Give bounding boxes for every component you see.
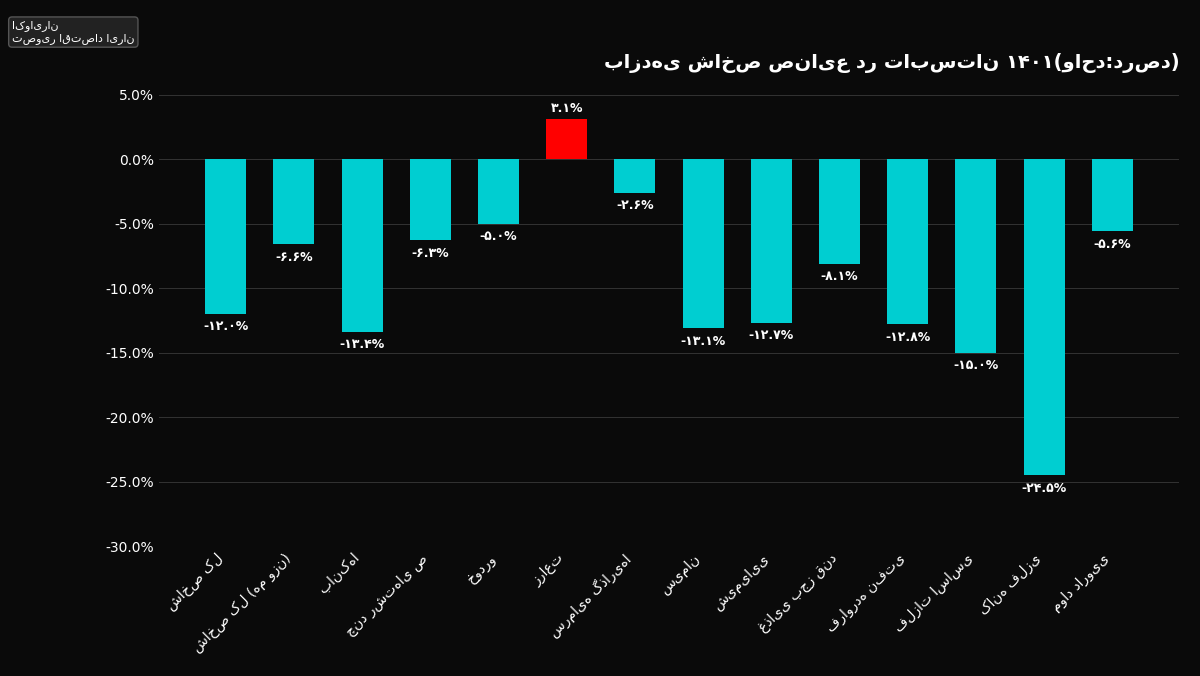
Text: -۱۲.۰%: -۱۲.۰%: [203, 320, 248, 333]
Bar: [478, 159, 518, 224]
Text: -۲.۶%: -۲.۶%: [616, 199, 654, 212]
Text: اکوایران
تصویر اقتصاد ایران: اکوایران تصویر اقتصاد ایران: [12, 20, 134, 44]
Text: -۱۵.۰%: -۱۵.۰%: [953, 359, 998, 372]
Bar: [205, 159, 246, 314]
Bar: [751, 159, 792, 323]
Bar: [342, 159, 383, 332]
Text: -۲۴.۵%: -۲۴.۵%: [1021, 482, 1067, 495]
Text: -۱۳.۱%: -۱۳.۱%: [680, 335, 726, 347]
Text: -۱۳.۴%: -۱۳.۴%: [340, 339, 385, 352]
Text: -۸.۱%: -۸.۱%: [821, 270, 858, 283]
Text: -۱۲.۸%: -۱۲.۸%: [886, 331, 930, 343]
Bar: [1024, 159, 1064, 475]
Text: بازدهی شاخص صنایع در تابستان ۱۴۰۱(واحد:درصد): بازدهی شاخص صنایع در تابستان ۱۴۰۱(واحد:د…: [604, 53, 1180, 73]
Bar: [820, 159, 860, 264]
Bar: [1092, 159, 1133, 231]
Text: -۱۲.۷%: -۱۲.۷%: [749, 329, 794, 343]
Text: -۶.۶%: -۶.۶%: [275, 251, 313, 264]
Bar: [410, 159, 451, 241]
Text: -۶.۳%: -۶.۳%: [412, 247, 449, 260]
Bar: [274, 159, 314, 244]
Text: -۵.۶%: -۵.۶%: [1093, 238, 1132, 251]
Bar: [683, 159, 724, 328]
Bar: [614, 159, 655, 193]
Text: ۳.۱%: ۳.۱%: [551, 102, 583, 115]
Bar: [546, 119, 587, 159]
Bar: [887, 159, 928, 324]
Text: -۵.۰%: -۵.۰%: [480, 230, 517, 243]
Bar: [955, 159, 996, 353]
